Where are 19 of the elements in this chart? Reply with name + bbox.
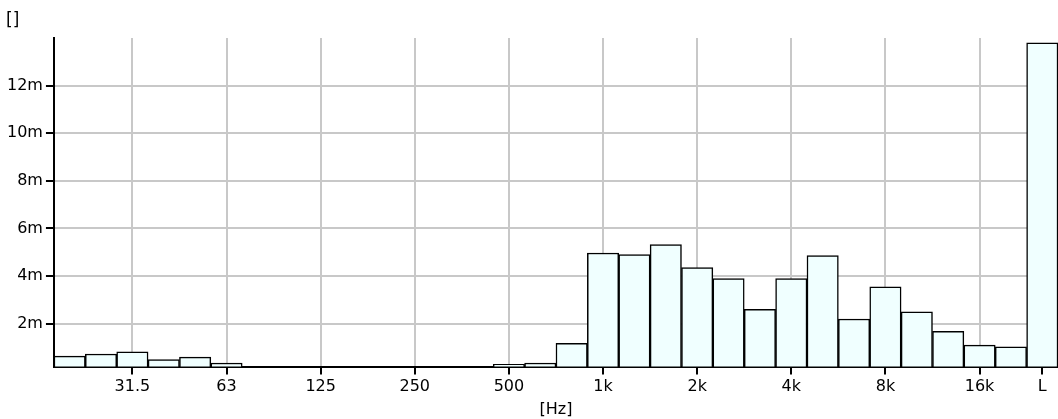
x-tick-label: 8k — [875, 376, 896, 396]
x-tick-label: 4k — [781, 376, 802, 396]
y-tick-label: 12m — [6, 74, 43, 94]
x-axis-title: [Hz] — [539, 398, 573, 418]
x-tick-label: 63 — [216, 376, 237, 396]
y-tick-label: 10m — [6, 122, 43, 142]
x-tick-label: 16k — [964, 376, 996, 396]
y-tick-label: 4m — [17, 265, 43, 285]
y-tick-label: 8m — [17, 170, 43, 190]
x-tick-label: 500 — [493, 376, 525, 396]
x-tick-label: 125 — [305, 376, 336, 396]
x-tick-label: L — [1037, 376, 1047, 396]
y-tick-label: 6m — [17, 217, 43, 237]
x-tick-label: 1k — [593, 376, 614, 396]
x-tick-label: 250 — [399, 376, 431, 396]
y-axis-title: [] — [6, 8, 20, 29]
x-tick-label: 31.5 — [114, 376, 151, 396]
y-tick-label: 2m — [17, 312, 43, 332]
x-tick-label: 2k — [687, 376, 708, 396]
